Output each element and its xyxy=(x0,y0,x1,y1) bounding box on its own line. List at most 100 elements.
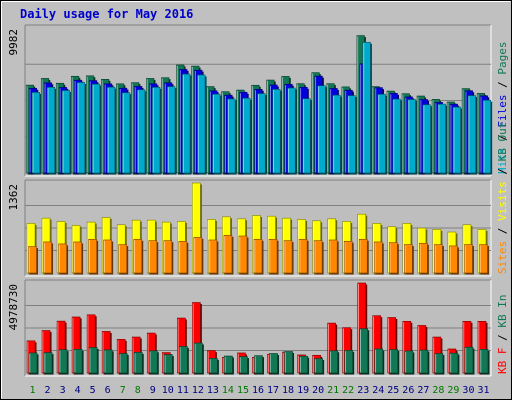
sites-bar xyxy=(388,242,398,274)
sites-bar xyxy=(464,244,473,274)
sites-bar xyxy=(328,239,338,274)
day-label: 11 xyxy=(177,385,189,396)
kb-in-bar xyxy=(404,350,414,374)
day-label: 22 xyxy=(342,385,354,396)
kb-in-bar xyxy=(43,352,53,374)
sites-bar xyxy=(313,240,323,274)
day-label: 20 xyxy=(312,385,324,396)
legend-entry: KB In xyxy=(496,295,509,328)
sites-bar xyxy=(103,239,112,274)
day-label: 24 xyxy=(372,385,384,396)
sites-bar xyxy=(88,238,97,274)
sites-bar xyxy=(253,238,263,274)
hits-bar xyxy=(347,95,356,174)
kb-in-bar xyxy=(254,355,263,374)
hits-bar xyxy=(332,94,341,174)
day-label: 19 xyxy=(297,385,309,396)
legend-entry: Files xyxy=(496,95,509,128)
legend-entry: KB Out xyxy=(496,122,509,162)
day-label: 17 xyxy=(267,385,279,396)
sites-bar xyxy=(73,241,82,274)
day-label: 21 xyxy=(327,385,339,396)
kb-in-bar xyxy=(179,346,188,374)
max-label-hits-files-pages: 9982 xyxy=(7,29,20,56)
kb-in-bar xyxy=(58,349,68,374)
legend-separator: / xyxy=(496,328,509,348)
sites-bar xyxy=(238,235,248,274)
legend-hits-files-pages: Hits / Files / Pages xyxy=(496,42,509,175)
hits-bar xyxy=(467,95,476,174)
sites-bar xyxy=(434,244,443,274)
sites-bar xyxy=(208,239,218,274)
kb-in-bar xyxy=(163,354,173,374)
hits-bar xyxy=(227,98,236,174)
legend-separator: / xyxy=(496,128,509,148)
sites-bar xyxy=(343,240,353,274)
day-label: 25 xyxy=(387,385,399,396)
hits-bar xyxy=(212,93,221,174)
kb-in-bar xyxy=(419,349,429,374)
sites-bar xyxy=(449,245,458,274)
hits-bar xyxy=(92,83,101,174)
hits-bar xyxy=(197,74,206,174)
max-label-kb-in-out: 4978730 xyxy=(7,284,20,330)
day-label: 1 xyxy=(30,385,36,396)
day-label: 9 xyxy=(150,385,156,396)
hits-bar xyxy=(242,97,251,174)
legend-separator: / xyxy=(496,221,509,241)
sites-bar xyxy=(419,242,428,274)
day-label: 13 xyxy=(207,385,219,396)
kb-in-bar xyxy=(73,349,83,374)
hits-bar xyxy=(407,99,416,174)
kb-in-bar xyxy=(284,351,293,374)
day-label: 10 xyxy=(162,385,174,396)
day-label: 7 xyxy=(120,385,126,396)
kb-in-bar xyxy=(464,346,474,374)
day-label: 29 xyxy=(447,385,459,396)
hits-bar xyxy=(452,106,461,174)
kb-in-bar xyxy=(314,358,323,374)
hits-bar xyxy=(437,103,446,174)
hits-bar xyxy=(152,86,161,174)
hits-bar xyxy=(137,89,146,174)
legend-entry: Sites xyxy=(496,241,509,274)
sites-bar xyxy=(148,240,158,274)
sites-bar xyxy=(178,240,188,274)
legend-separator: / xyxy=(496,161,509,181)
kb-in-bar xyxy=(344,350,353,374)
day-label: 6 xyxy=(105,385,111,396)
hits-bar xyxy=(107,86,116,174)
legend-entry: Hits xyxy=(496,148,509,175)
hits-bar xyxy=(362,41,371,174)
day-label: 15 xyxy=(237,385,249,396)
kb-in-bar xyxy=(269,353,278,374)
hits-bar xyxy=(392,98,401,174)
sites-bar xyxy=(193,237,203,274)
sites-bar xyxy=(43,241,52,274)
sites-bar xyxy=(118,244,127,274)
hits-bar xyxy=(46,86,56,174)
day-label: 5 xyxy=(90,385,96,396)
kb-in-bar xyxy=(434,353,444,374)
day-label: 14 xyxy=(222,385,234,396)
day-label: 4 xyxy=(75,385,81,396)
kb-in-bar xyxy=(329,350,338,374)
sites-bar xyxy=(373,241,383,274)
sites-bar xyxy=(479,244,488,274)
kb-in-bar xyxy=(194,342,203,374)
hits-bar xyxy=(377,93,386,174)
kb-in-bar xyxy=(118,353,128,374)
hits-bar xyxy=(122,92,131,174)
hits-bar xyxy=(422,104,431,174)
hits-bar xyxy=(182,73,191,174)
sites-bar xyxy=(268,238,278,274)
day-label: 2 xyxy=(45,385,51,396)
legend-entry: Visits xyxy=(496,181,509,221)
kb-in-bar xyxy=(103,349,113,374)
kb-in-bar xyxy=(239,356,248,374)
hits-bar xyxy=(167,86,176,174)
kb-in-bar xyxy=(299,355,308,374)
hits-bar xyxy=(61,90,71,174)
